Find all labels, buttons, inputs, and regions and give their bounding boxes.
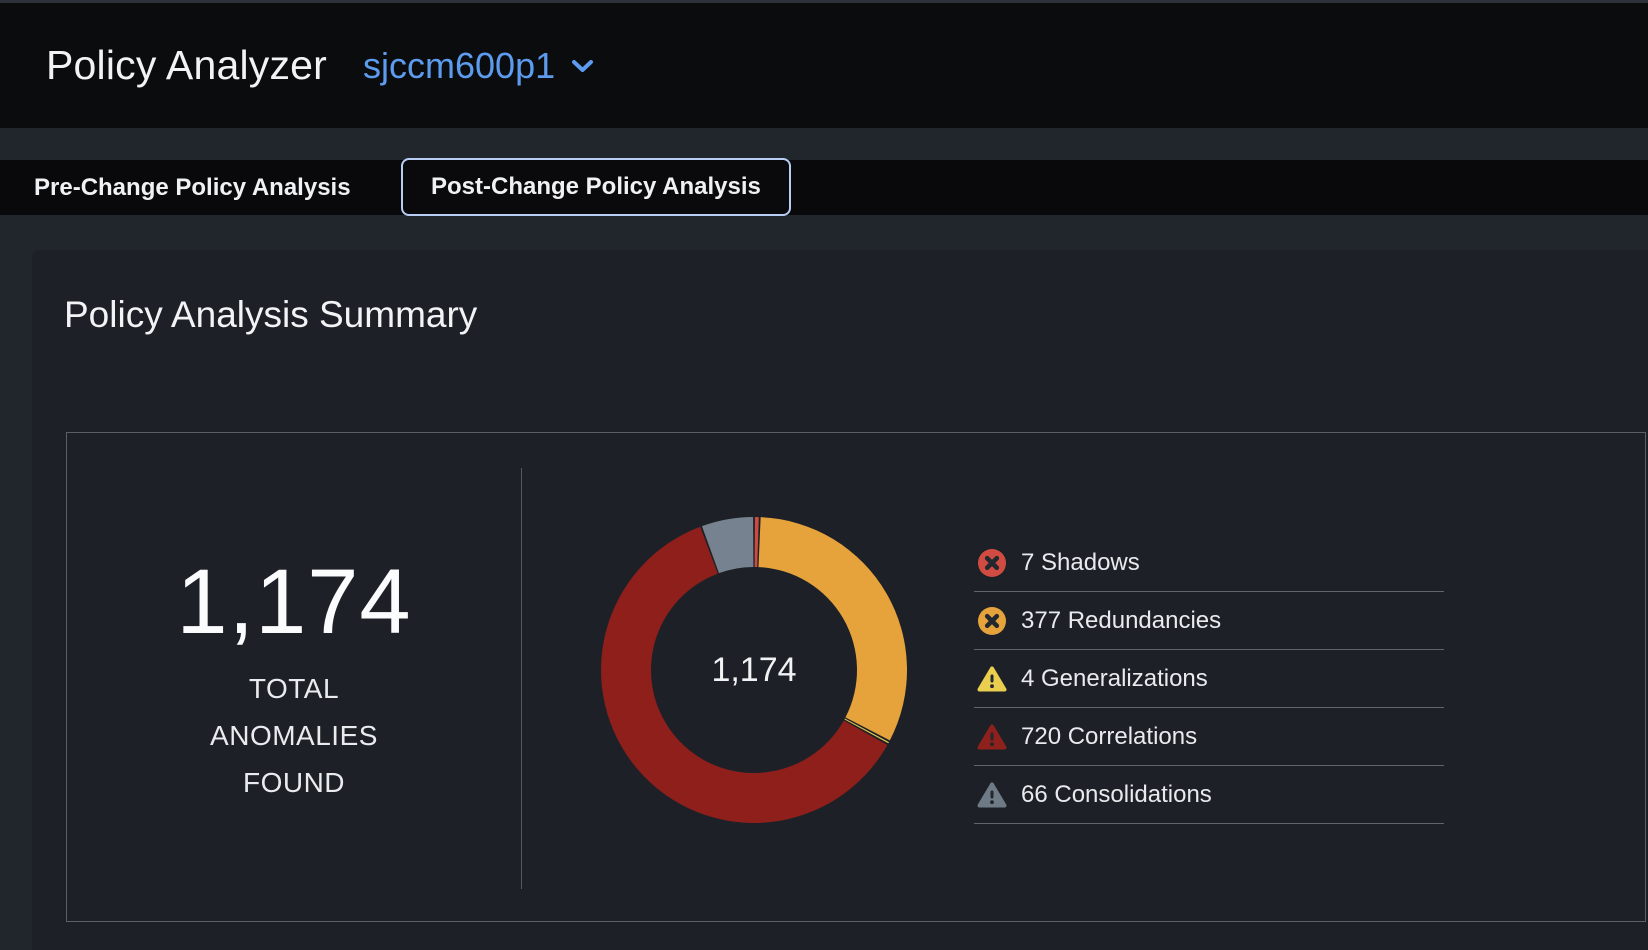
anomaly-summary-panel: 1,174 TOTAL ANOMALIES FOUND 1,174 7 Shad… [66,432,1646,922]
shadows-circle-x-icon [977,548,1007,577]
chevron-down-icon [572,59,594,72]
legend-label: 4 Generalizations [1021,664,1208,692]
tab-pre-change-policy-analysis[interactable]: Pre-Change Policy Analysis [34,160,351,215]
donut-svg [601,517,907,823]
donut-segment-consolidations[interactable] [701,517,754,574]
device-selector-dropdown[interactable]: sjccm600p1 [363,45,594,87]
analysis-tabbar: Pre-Change Policy Analysis Post-Change P… [0,158,1648,216]
anomaly-donut-chart[interactable]: 1,174 [594,510,914,830]
consolidations-warning-triangle-icon [977,781,1007,808]
donut-segment-generalizations[interactable] [844,718,889,744]
total-anomalies-label: TOTAL ANOMALIES FOUND [210,673,378,798]
policy-analysis-summary-card: Policy Analysis Summary 1,174 TOTAL ANOM… [32,250,1648,950]
legend-row-redundancies: 377 Redundancies [974,592,1444,650]
legend-label: 720 Correlations [1021,722,1198,750]
correlations-warning-triangle-icon [977,723,1007,750]
legend-row-correlations: 720 Correlations [974,708,1444,766]
tab-post-change-policy-analysis[interactable]: Post-Change Policy Analysis [401,158,791,216]
legend-label: 66 Consolidations [1021,780,1212,808]
redundancies-circle-x-icon [977,606,1007,635]
window-top-edge [0,0,1648,3]
card-title: Policy Analysis Summary [64,294,478,335]
total-anomalies-stat: 1,174 TOTAL ANOMALIES FOUND [67,433,521,923]
vertical-divider [521,468,522,889]
total-anomalies-value: 1,174 [176,551,412,653]
legend-row-consolidations: 66 Consolidations [974,766,1444,824]
device-name: sjccm600p1 [363,44,556,86]
legend-label: 7 Shadows [1021,548,1140,576]
legend-label: 377 Redundancies [1021,606,1222,634]
anomaly-legend: 7 Shadows 377 Redundancies 4 Generalizat… [974,534,1444,824]
donut-segment-shadows[interactable] [754,517,759,568]
donut-segment-correlations[interactable] [601,526,888,823]
app-header: Policy Analyzer sjccm600p1 [0,3,1648,128]
app-title: Policy Analyzer [46,42,328,88]
generalizations-warning-triangle-icon [977,665,1007,692]
legend-row-shadows: 7 Shadows [974,534,1444,592]
legend-row-generalizations: 4 Generalizations [974,650,1444,708]
donut-segment-redundancies[interactable] [758,517,907,741]
